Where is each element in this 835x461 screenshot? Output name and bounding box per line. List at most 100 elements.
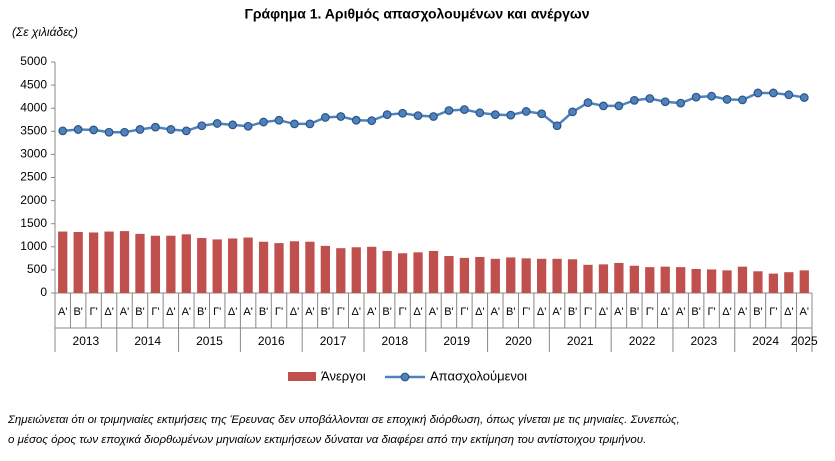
- x-tick-label: Β': [630, 306, 639, 318]
- x-tick-label: Β': [382, 306, 391, 318]
- bar: [58, 231, 68, 293]
- y-tick-label: 3500: [20, 123, 47, 137]
- y-tick-label: 1000: [20, 239, 47, 253]
- x-tick-label: Γ': [399, 306, 407, 318]
- bar: [104, 231, 114, 293]
- marker: [151, 122, 160, 132]
- marker: [568, 107, 577, 117]
- bar: [212, 239, 222, 293]
- bar: [444, 256, 454, 293]
- x-tick-label: Β': [321, 306, 330, 318]
- marker: [120, 127, 129, 137]
- bar: [583, 264, 593, 293]
- marker: [614, 101, 624, 111]
- x-tick-label: Δ': [166, 306, 175, 318]
- marker: [691, 92, 701, 102]
- marker: [398, 108, 408, 118]
- bar: [537, 258, 547, 293]
- bar: [243, 237, 253, 293]
- year-label: 2016: [258, 334, 285, 348]
- x-tick-label: Γ': [646, 306, 654, 318]
- y-tick-label: 4000: [20, 100, 47, 114]
- bar: [475, 256, 485, 293]
- x-tick-label: Γ': [213, 306, 221, 318]
- x-tick-label: Β': [753, 306, 762, 318]
- year-label: 2018: [382, 334, 409, 348]
- marker: [599, 101, 608, 111]
- x-tick-label: Δ': [722, 306, 731, 318]
- marker: [336, 112, 346, 121]
- y-tick-label: 0: [40, 285, 47, 299]
- y-tick-label: 2000: [20, 193, 47, 207]
- bar: [166, 235, 176, 293]
- x-tick-label: Γ': [522, 306, 530, 318]
- bar: [119, 231, 130, 293]
- bar: [567, 259, 578, 293]
- y-tick-label: 3000: [20, 147, 47, 161]
- year-label: 2017: [320, 334, 347, 348]
- bar: [413, 252, 423, 293]
- year-label: 2015: [196, 334, 223, 348]
- bar: [598, 264, 609, 293]
- bar: [351, 247, 361, 293]
- bar: [289, 241, 300, 293]
- x-tick-label: Α': [738, 306, 747, 318]
- x-tick-label: Δ': [104, 306, 113, 318]
- marker: [444, 106, 454, 115]
- x-tick-label: Γ': [460, 306, 468, 318]
- bar: [428, 250, 439, 293]
- x-tick-label: Α': [305, 306, 314, 318]
- note: Σημειώνεται ότι οι τριμηνιαίες εκτιμήσει…: [7, 414, 680, 426]
- marker: [490, 110, 500, 120]
- bar: [228, 238, 238, 293]
- legend-label: Άνεργοι: [321, 368, 366, 383]
- x-tick-label: Α': [800, 306, 809, 318]
- marker: [429, 112, 438, 121]
- bar: [320, 245, 330, 293]
- bar: [367, 246, 377, 293]
- x-tick-label: Β': [444, 306, 453, 318]
- x-tick-label: Δ': [413, 306, 422, 318]
- bar: [706, 269, 717, 293]
- bar: [305, 241, 315, 293]
- x-tick-label: Β': [506, 306, 515, 318]
- bar: [660, 266, 670, 293]
- marker: [707, 91, 716, 101]
- marker: [753, 88, 763, 98]
- x-tick-label: Α': [367, 306, 376, 318]
- year-label: 2024: [752, 334, 779, 348]
- x-tick-label: Β': [73, 306, 82, 318]
- marker: [521, 107, 531, 116]
- marker: [660, 97, 670, 107]
- marker: [459, 105, 469, 114]
- x-tick-label: Β': [691, 306, 700, 318]
- marker: [537, 109, 547, 119]
- x-tick-label: Β': [135, 306, 144, 318]
- y-tick-label: 2500: [20, 170, 47, 184]
- marker: [228, 120, 238, 130]
- x-tick-label: Δ': [661, 306, 670, 318]
- marker: [320, 113, 330, 122]
- x-tick-label: Δ': [290, 306, 299, 318]
- x-tick-label: Α': [243, 306, 252, 318]
- x-tick-label: Δ': [352, 306, 361, 318]
- bar: [506, 257, 516, 293]
- marker: [73, 125, 83, 134]
- marker: [645, 94, 655, 103]
- marker: [166, 125, 176, 134]
- year-label: 2023: [691, 334, 718, 348]
- bar: [73, 232, 83, 293]
- x-tick-label: Β': [259, 306, 268, 318]
- bar: [274, 243, 284, 293]
- bar: [784, 272, 794, 293]
- x-tick-label: Δ': [537, 306, 546, 318]
- year-label: 2025: [791, 334, 818, 348]
- x-tick-label: Γ': [769, 306, 777, 318]
- x-tick-label: Α': [120, 306, 129, 318]
- chart-subtitle: (Σε χιλιάδες): [12, 25, 78, 39]
- bar: [88, 232, 99, 293]
- x-tick-label: Α': [491, 306, 500, 318]
- x-tick-label: Α': [614, 306, 623, 318]
- y-tick-label: 4500: [20, 77, 47, 91]
